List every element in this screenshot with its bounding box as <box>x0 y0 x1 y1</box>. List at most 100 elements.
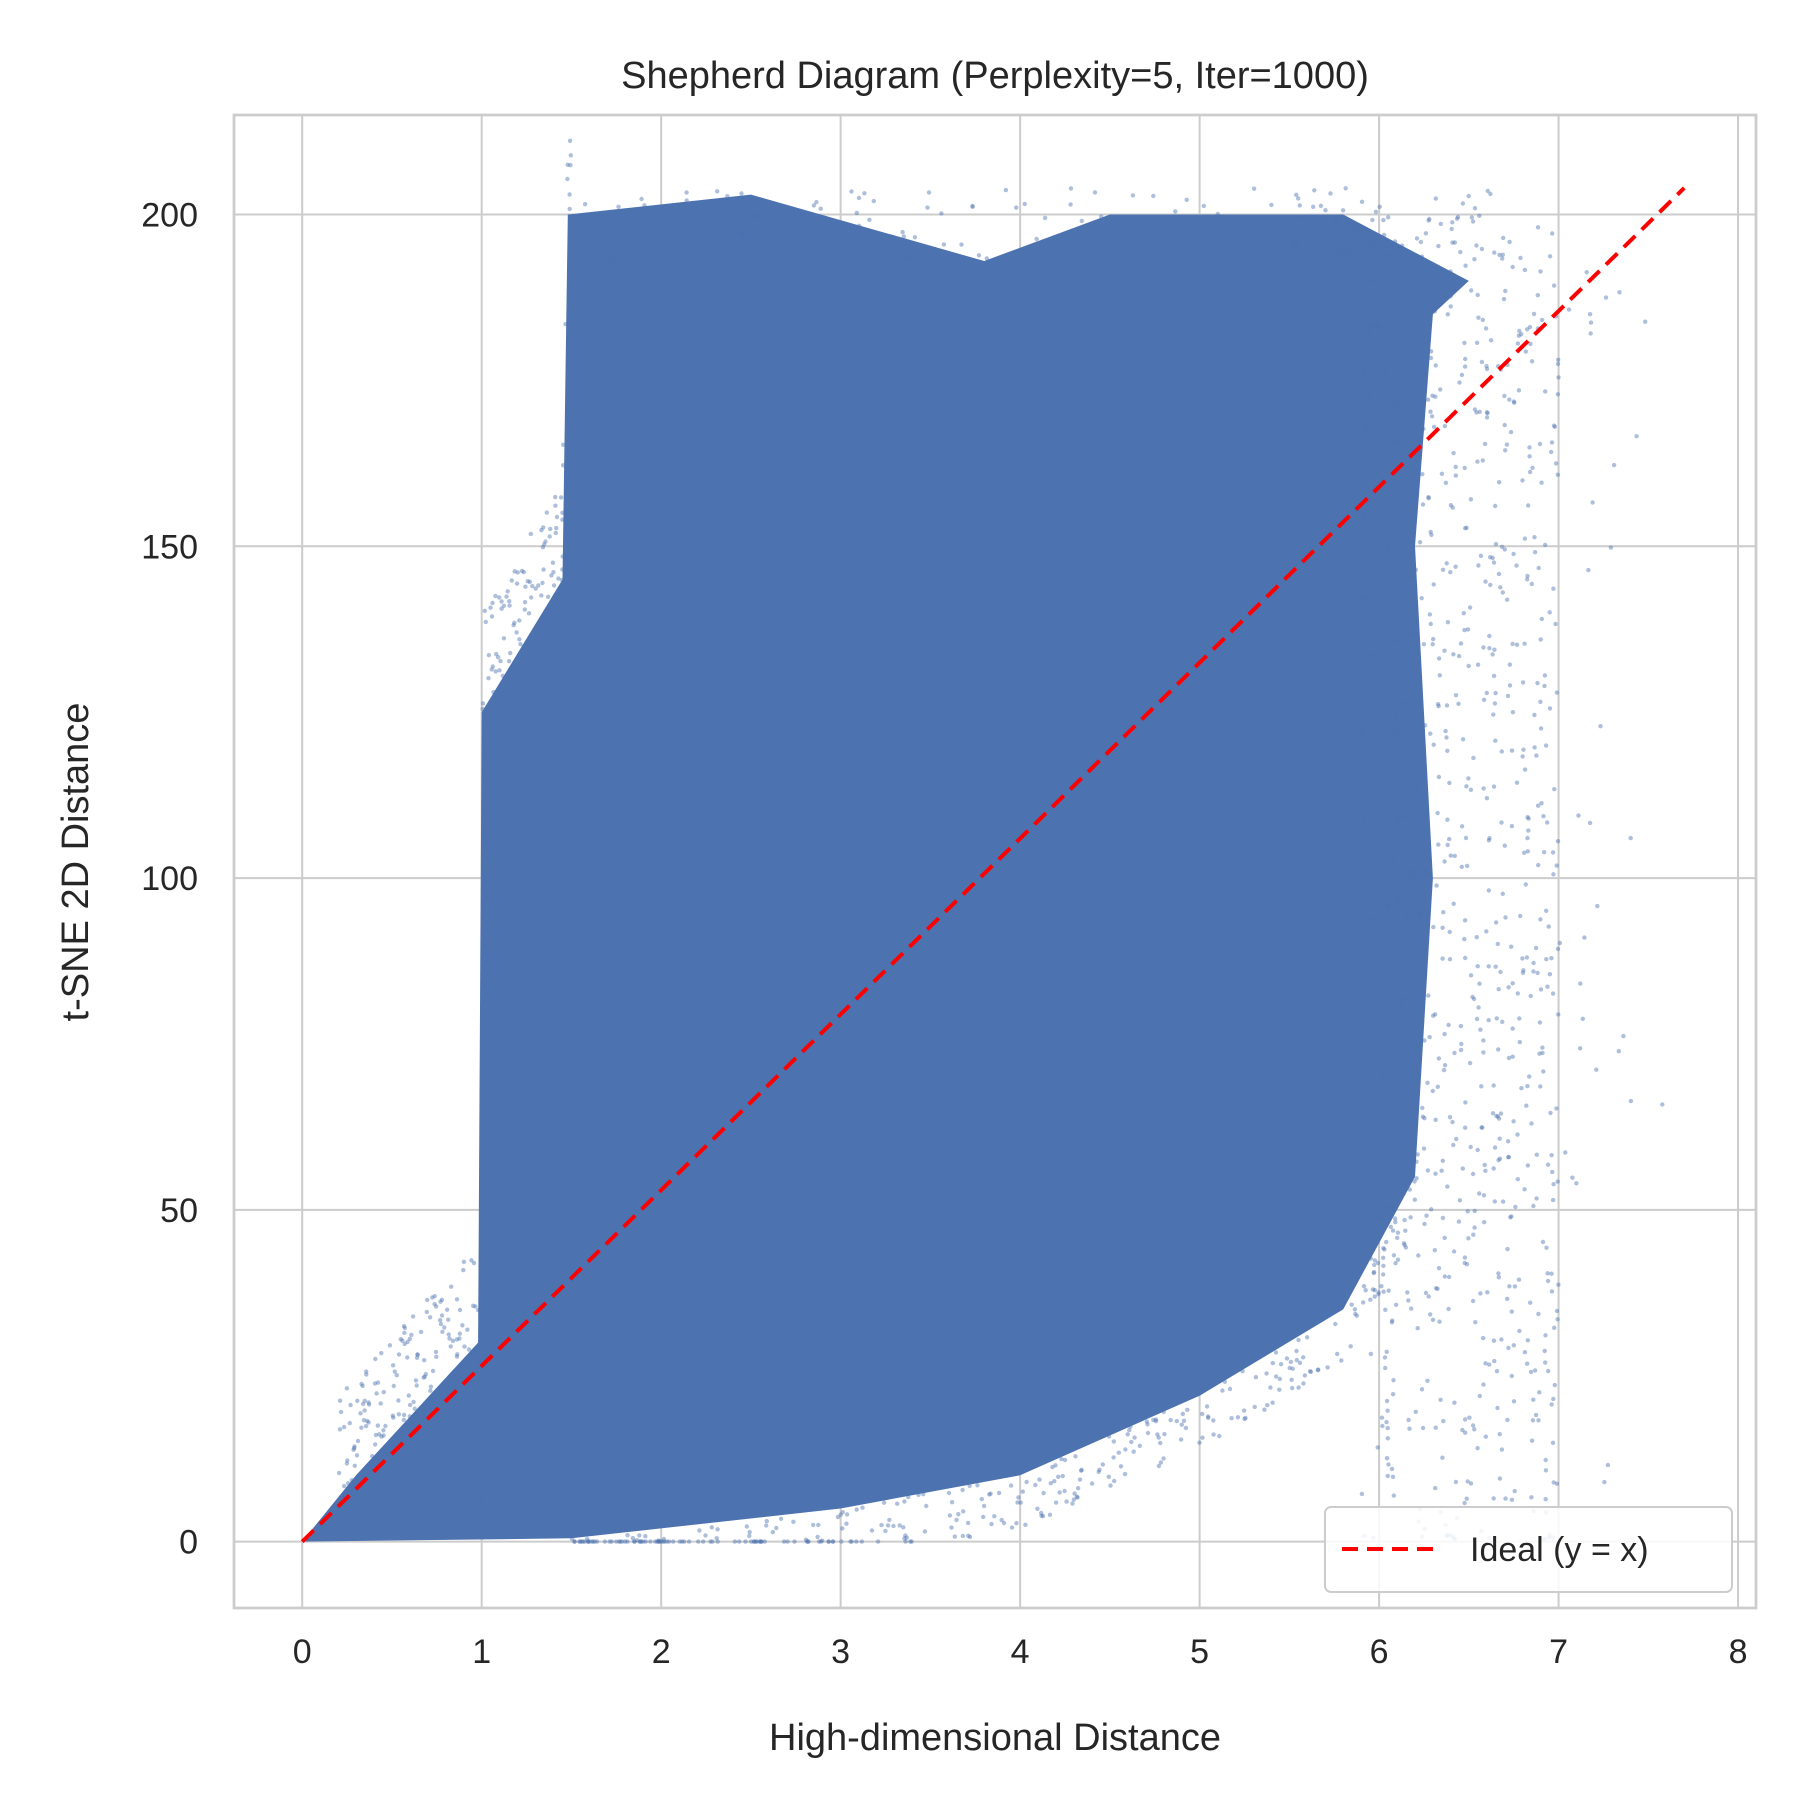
scatter-point <box>1312 188 1317 193</box>
scatter-point <box>1462 1500 1467 1506</box>
scatter-point <box>1587 820 1593 826</box>
scatter-point <box>841 241 846 246</box>
scatter-point <box>1383 1069 1388 1075</box>
scatter-point <box>1483 326 1489 331</box>
scatter-point <box>573 247 578 252</box>
scatter-point <box>507 603 512 608</box>
scatter-point <box>757 212 762 218</box>
scatter-point <box>785 1539 790 1544</box>
scatter-point <box>1375 629 1380 634</box>
scatter-point <box>1486 1018 1491 1023</box>
scatter-point <box>1368 409 1373 414</box>
scatter-point <box>875 1539 881 1544</box>
scatter-point <box>1616 1049 1622 1054</box>
scatter-point <box>1367 393 1372 399</box>
scatter-point <box>518 642 523 647</box>
scatter-point <box>1371 439 1376 444</box>
scatter-point <box>565 162 570 167</box>
scatter-point <box>1483 579 1488 584</box>
scatter-point <box>1594 1067 1599 1072</box>
scatter-point <box>1394 714 1399 719</box>
y-tick-label: 50 <box>160 1192 198 1230</box>
scatter-point <box>1511 1399 1517 1404</box>
scatter-point <box>375 1380 381 1385</box>
scatter-point <box>1348 1344 1353 1349</box>
scatter-point <box>1417 288 1422 293</box>
scatter-point <box>1470 1171 1476 1177</box>
scatter-point <box>984 256 989 261</box>
scatter-point <box>1366 532 1371 537</box>
scatter-point <box>1497 1432 1502 1437</box>
scatter-point <box>514 581 520 586</box>
scatter-point <box>478 1495 483 1501</box>
scatter-point <box>457 1307 463 1313</box>
scatter-point <box>939 211 944 216</box>
scatter-point <box>1492 1358 1497 1364</box>
scatter-point <box>1484 415 1490 420</box>
scatter-point <box>1287 1365 1292 1371</box>
scatter-point <box>1462 1255 1468 1260</box>
scatter-point <box>1463 835 1469 841</box>
scatter-point <box>1445 817 1450 822</box>
scatter-point <box>1333 232 1338 238</box>
scatter-point <box>407 1402 413 1408</box>
scatter-point <box>1161 1456 1166 1461</box>
scatter-point <box>530 583 535 589</box>
scatter-point <box>1408 955 1414 960</box>
scatter-point <box>402 1341 407 1347</box>
scatter-point <box>1481 1193 1487 1198</box>
scatter-point <box>1496 1275 1502 1280</box>
scatter-point <box>1390 1318 1395 1323</box>
scatter-point <box>1394 638 1400 643</box>
scatter-point <box>1459 372 1465 378</box>
scatter-point <box>1431 636 1436 642</box>
scatter-point <box>1397 814 1403 819</box>
scatter-point <box>1542 1348 1547 1354</box>
scatter-point <box>591 1539 596 1544</box>
scatter-point <box>1265 1403 1270 1408</box>
scatter-point <box>1407 878 1412 884</box>
scatter-point <box>1374 890 1379 895</box>
scatter-point <box>1388 1224 1394 1230</box>
scatter-point <box>432 1294 437 1299</box>
scatter-point <box>1369 661 1375 667</box>
scatter-point <box>1242 1416 1247 1422</box>
scatter-point <box>471 1303 476 1309</box>
scatter-point <box>830 1539 836 1544</box>
scatter-point <box>1419 254 1425 259</box>
scatter-point <box>1532 550 1538 555</box>
scatter-point <box>1116 1450 1122 1455</box>
scatter-point <box>1549 440 1555 445</box>
scatter-point <box>1390 1474 1396 1480</box>
scatter-point <box>1297 233 1302 238</box>
scatter-point <box>1501 296 1507 302</box>
scatter-point <box>401 1417 406 1423</box>
scatter-point <box>1278 1362 1284 1367</box>
scatter-point <box>1433 1117 1438 1123</box>
scatter-point <box>1551 872 1556 877</box>
scatter-point <box>1074 1494 1080 1499</box>
scatter-point <box>1550 991 1556 996</box>
scatter-point <box>883 1528 888 1534</box>
scatter-point <box>1316 1367 1321 1372</box>
scatter-point <box>1507 239 1512 245</box>
scatter-point <box>480 706 485 712</box>
scatter-point <box>1530 1418 1536 1423</box>
scatter-point <box>684 190 689 195</box>
scatter-point <box>671 1539 676 1544</box>
scatter-point <box>854 1507 859 1512</box>
scatter-point <box>1509 944 1514 949</box>
scatter-point <box>1052 1479 1057 1484</box>
scatter-point <box>804 1539 810 1544</box>
scatter-point <box>1451 901 1456 906</box>
scatter-point <box>1515 341 1521 346</box>
scatter-point <box>1628 1098 1634 1104</box>
scatter-point <box>1517 1328 1522 1334</box>
scatter-point <box>614 259 619 264</box>
scatter-point <box>1386 1462 1391 1467</box>
scatter-point <box>1551 1396 1556 1402</box>
scatter-point <box>1389 262 1395 267</box>
scatter-point <box>1377 1123 1382 1128</box>
scatter-point <box>514 630 519 635</box>
scatter-point <box>461 1267 466 1273</box>
